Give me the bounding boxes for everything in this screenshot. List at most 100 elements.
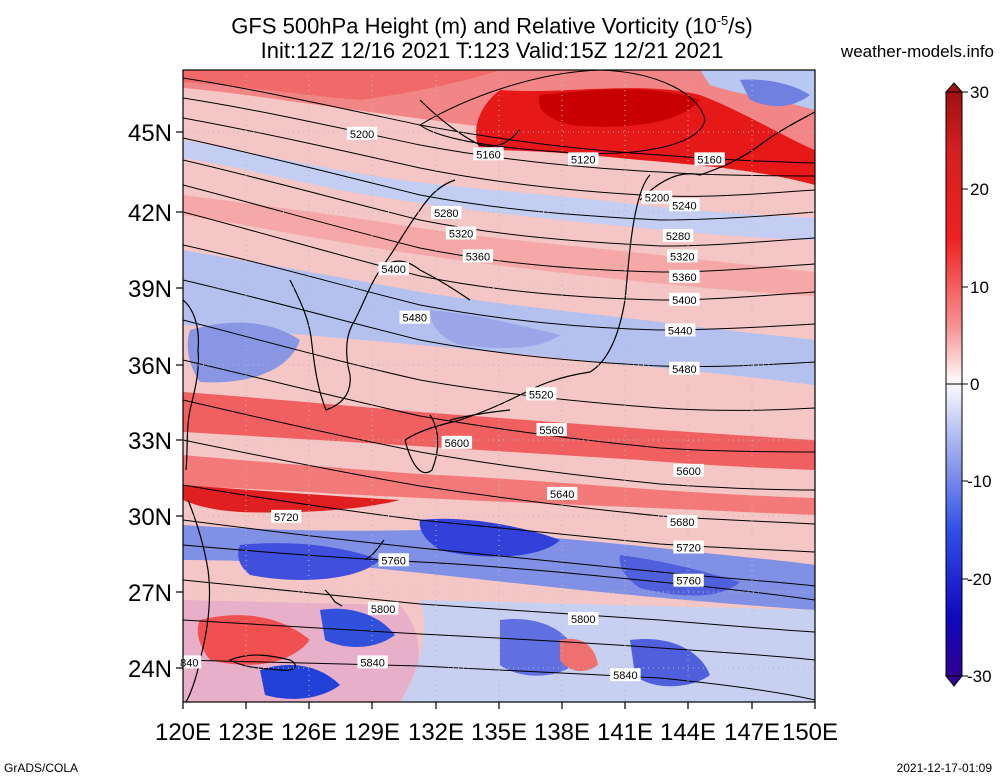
svg-text:5200: 5200 — [645, 193, 669, 205]
svg-text:5200: 5200 — [350, 129, 374, 141]
svg-text:5800: 5800 — [571, 614, 595, 626]
lat-label: 33N — [128, 428, 172, 455]
contour-label: 5360 — [462, 249, 494, 263]
lon-labels: 120E 123E 126E 129E 132E 135E 138E 141E … — [155, 719, 838, 746]
lat-label: 42N — [128, 200, 172, 227]
contour-label: 5840 — [357, 655, 388, 669]
svg-text:5720: 5720 — [274, 512, 298, 524]
svg-text:5680: 5680 — [670, 517, 694, 529]
contour-label: 5560 — [536, 423, 567, 437]
contour-label: 5320 — [445, 226, 477, 240]
svg-text:5400: 5400 — [381, 264, 405, 276]
svg-text:5640: 5640 — [550, 489, 574, 501]
lon-ticks — [182, 702, 816, 709]
contour-label: 5480 — [669, 361, 700, 376]
height-contours — [183, 70, 815, 701]
software-credit: GrADS/COLA — [4, 761, 79, 775]
svg-text:5360: 5360 — [466, 251, 490, 263]
contour-label: 5720 — [271, 509, 302, 524]
svg-text:5240: 5240 — [672, 200, 696, 212]
contour-label: 5800 — [367, 601, 399, 616]
contour-label: 5320 — [667, 249, 698, 263]
contour-label: 5640 — [547, 486, 578, 501]
lon-label: 147E — [724, 719, 780, 746]
contour-label: 5800 — [568, 612, 599, 626]
contour-label: 5400 — [378, 262, 409, 276]
contour-label: 5840 — [610, 668, 641, 682]
map-title-line1: GFS 500hPa Height (m) and Relative Vorti… — [231, 13, 753, 39]
lat-ticks — [176, 131, 183, 669]
contour-label: 5240 — [669, 198, 700, 212]
lon-label: 135E — [471, 719, 527, 746]
colorbar-label: 20 — [970, 180, 989, 199]
svg-text:5560: 5560 — [539, 425, 563, 437]
colorbar-label: 0 — [970, 375, 979, 394]
contour-label: 5520 — [525, 387, 557, 401]
svg-text:5760: 5760 — [381, 555, 405, 567]
generated-timestamp: 2021-12-17-01:09 — [896, 761, 992, 775]
svg-text:5320: 5320 — [670, 251, 694, 263]
colorbar-label: -10 — [967, 472, 992, 491]
lon-label: 123E — [218, 719, 274, 746]
map-title-line2: Init:12Z 12/16 2021 T:123 Valid:15Z 12/2… — [260, 38, 724, 63]
lon-label: 144E — [660, 719, 716, 746]
contour-label: 5160 — [694, 152, 725, 166]
contour-label: 5360 — [669, 269, 700, 284]
lon-label: 138E — [534, 719, 590, 746]
lon-label: 120E — [155, 719, 211, 746]
lon-label: 132E — [408, 719, 464, 746]
svg-text:5120: 5120 — [571, 154, 595, 166]
contour-label: 5280 — [431, 205, 462, 220]
lat-label: 24N — [128, 656, 172, 683]
svg-text:5360: 5360 — [672, 272, 696, 284]
lat-label: 30N — [128, 504, 172, 531]
lon-label: 129E — [344, 719, 400, 746]
lat-label: 27N — [128, 580, 172, 607]
svg-text:5280: 5280 — [434, 208, 458, 220]
contour-label: 5120 — [568, 152, 599, 166]
contour-label: 5600 — [441, 435, 473, 450]
svg-text:5400: 5400 — [672, 295, 696, 307]
svg-text:5280: 5280 — [666, 231, 690, 243]
svg-text:5600: 5600 — [445, 438, 469, 450]
lon-label: 141E — [597, 719, 653, 746]
contour-label: 5720 — [673, 540, 704, 555]
colorbar: 30 20 10 0 -10 -20 -30 — [944, 82, 992, 687]
svg-text:5440: 5440 — [668, 325, 692, 337]
contour-label: 5760 — [378, 553, 409, 567]
lat-label: 36N — [128, 353, 172, 380]
svg-text:5720: 5720 — [676, 543, 700, 555]
colorbar-label: -30 — [967, 667, 992, 686]
coastlines — [183, 99, 815, 702]
colorbar-label: 10 — [970, 278, 989, 297]
colorbar-label: 30 — [970, 83, 989, 102]
svg-text:840: 840 — [180, 657, 198, 669]
contour-label: 5440 — [664, 323, 696, 337]
svg-text:5160: 5160 — [697, 154, 721, 166]
svg-text:5800: 5800 — [371, 604, 395, 616]
contour-label: 840 — [177, 655, 202, 669]
lon-label: 150E — [782, 719, 838, 746]
contour-label: 5760 — [673, 573, 704, 588]
contour-label: 5600 — [673, 463, 704, 478]
svg-text:5160: 5160 — [476, 149, 500, 161]
contour-label: 5280 — [662, 228, 694, 243]
svg-text:5600: 5600 — [676, 466, 700, 478]
svg-text:5840: 5840 — [360, 657, 384, 669]
svg-text:5760: 5760 — [676, 576, 700, 588]
site-credit: weather-models.info — [840, 42, 994, 61]
svg-text:5520: 5520 — [529, 389, 553, 401]
lon-label: 126E — [281, 719, 337, 746]
lat-label: 45N — [128, 120, 172, 147]
svg-text:5320: 5320 — [449, 228, 473, 240]
contour-label: 5480 — [399, 310, 430, 325]
contour-label: 5160 — [473, 147, 504, 161]
lat-label: 39N — [128, 276, 172, 303]
contour-label: 5400 — [669, 292, 700, 307]
svg-text:5840: 5840 — [613, 670, 637, 682]
svg-text:5480: 5480 — [672, 364, 696, 376]
contour-label: 5680 — [667, 514, 698, 529]
colorbar-label: -20 — [967, 570, 992, 589]
